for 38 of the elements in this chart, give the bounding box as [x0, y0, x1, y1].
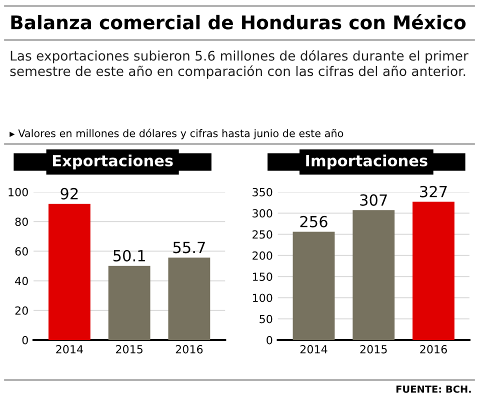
x-tick-label: 2014	[56, 345, 83, 354]
text: Balanza comercial de Honduras con México	[11, 14, 466, 30]
bar	[108, 266, 150, 340]
chart-title: Importaciones	[306, 154, 428, 170]
y-tick-label: 200	[252, 251, 272, 260]
y-tick-label: 150	[252, 272, 272, 281]
chart-title: Exportaciones	[52, 154, 173, 170]
y-tick-label: 350	[252, 188, 272, 196]
x-tick-label: 2014	[300, 345, 328, 354]
data-label: 327	[420, 186, 447, 198]
data-label: 55.7	[173, 242, 205, 254]
x-tick-label: 2016	[420, 345, 447, 354]
y-tick-label: 60	[15, 247, 28, 256]
data-label: 256	[300, 216, 328, 228]
y-tick-label: 0	[266, 336, 272, 344]
x-tick-label: 2016	[176, 345, 203, 354]
y-tick-label: 0	[22, 336, 28, 344]
x-tick-label: 2015	[116, 345, 142, 354]
y-tick-label: 250	[252, 230, 272, 239]
text: Las exportaciones subieron 5.6 millones de dólares durante el primer semestre de este año en comparación con las cifras del año anterior.	[10, 50, 468, 79]
y-tick-label: 40	[15, 276, 28, 286]
bar	[168, 258, 210, 340]
y-tick-label: 300	[252, 209, 272, 218]
y-tick-label: 80	[15, 218, 28, 226]
source-note: FUENTE: BCH.	[396, 385, 471, 393]
data-label: 92	[60, 188, 78, 200]
y-tick-label: 20	[15, 306, 28, 315]
text: ▸ Valores en millones de dólares y cifras hasta junio de este año	[10, 128, 344, 140]
bar	[292, 232, 335, 340]
data-label: 307	[360, 194, 387, 206]
y-tick-label: 100	[252, 294, 272, 302]
data-label: 50.1	[114, 250, 145, 262]
bar	[48, 204, 90, 340]
bar	[352, 210, 395, 340]
y-tick-label: 50	[260, 314, 272, 324]
bar	[412, 202, 454, 340]
y-tick-label: 100	[8, 188, 28, 196]
x-tick-label: 2015	[360, 345, 387, 354]
